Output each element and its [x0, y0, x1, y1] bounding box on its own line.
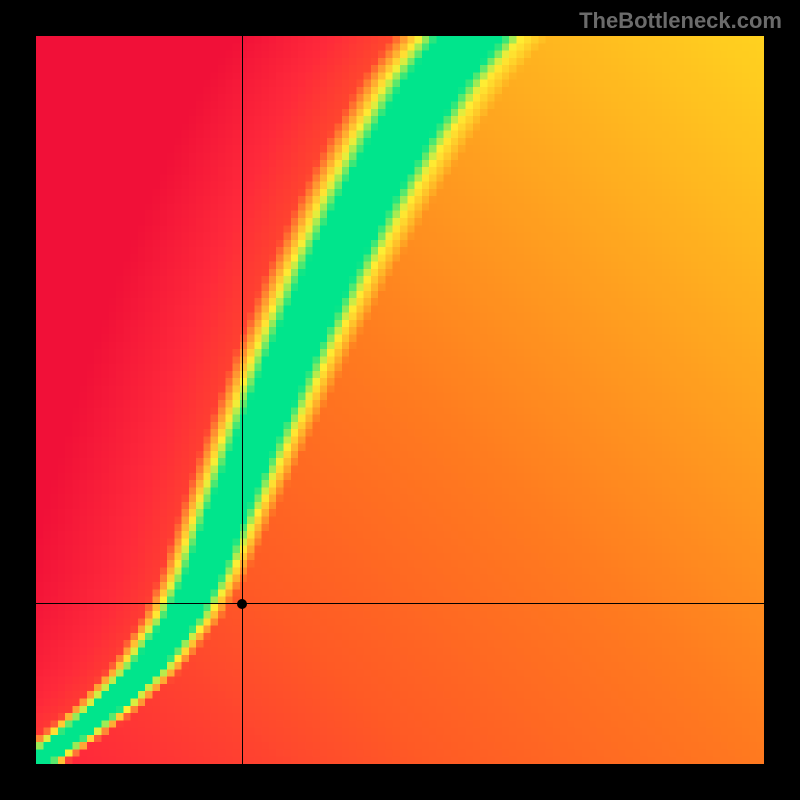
watermark-text: TheBottleneck.com [579, 8, 782, 34]
bottleneck-heatmap [36, 36, 764, 764]
crosshair-horizontal [36, 603, 764, 604]
crosshair-marker [237, 599, 247, 609]
chart-container: { "watermark": { "text": "TheBottleneck.… [0, 0, 800, 800]
crosshair-vertical [242, 36, 243, 764]
